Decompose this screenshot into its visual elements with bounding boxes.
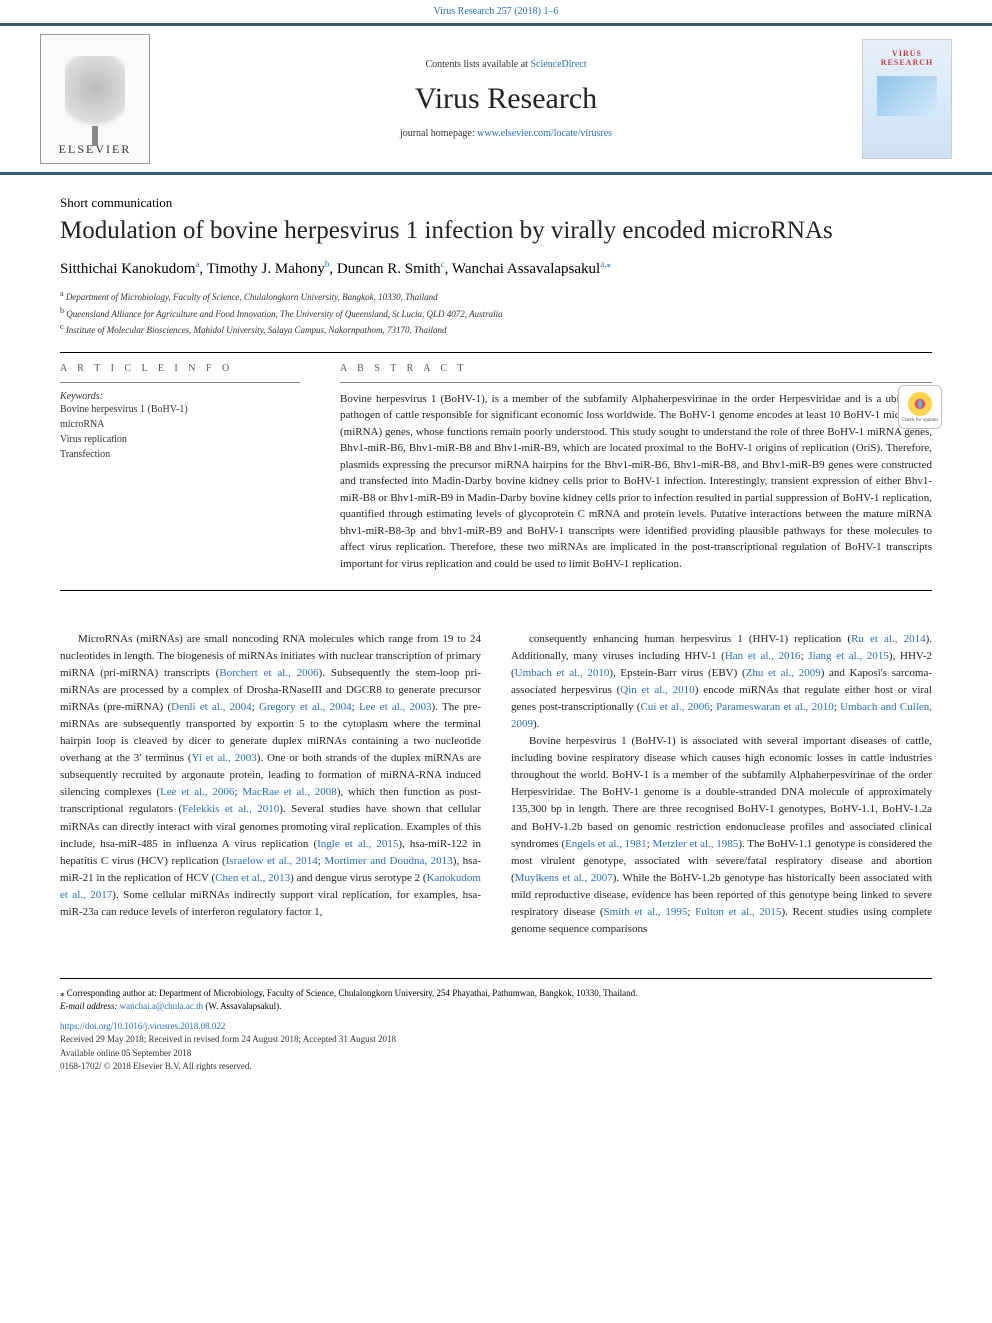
ref-link[interactable]: Lee et al., 2003 — [359, 701, 432, 713]
ref-link[interactable]: Zhu et al., 2009 — [746, 667, 821, 679]
ref-link[interactable]: Muylkens et al., 2007 — [515, 872, 613, 884]
email-link[interactable]: wanchai.a@chula.ac.th — [120, 1001, 204, 1011]
ref-link[interactable]: Qin et al., 2010 — [620, 684, 694, 696]
aff-b-sup: b — [60, 306, 64, 315]
doi-link[interactable]: https://doi.org/10.1016/j.virusres.2018.… — [60, 1021, 225, 1031]
aff-c-sup: c — [60, 322, 64, 331]
ref-link[interactable]: Denli et al., 2004 — [171, 701, 252, 713]
elsevier-tree-icon — [65, 56, 125, 136]
body-col-right: consequently enhancing human herpesvirus… — [511, 631, 932, 938]
copyright-line: 0168-1702/ © 2018 Elsevier B.V. All righ… — [60, 1060, 932, 1074]
email-label: E-mail address: — [60, 1001, 120, 1011]
abstract-text: Bovine herpesvirus 1 (BoHV-1), is a memb… — [340, 391, 932, 573]
contents-prefix: Contents lists available at — [425, 59, 530, 70]
homepage-link[interactable]: www.elsevier.com/locate/virusres — [477, 128, 612, 139]
ref-link[interactable]: Cui et al., 2006 — [640, 701, 709, 713]
article-area: Short communication Modulation of bovine… — [0, 175, 992, 1114]
cover-title-2: RESEARCH — [881, 59, 933, 68]
sciencedirect-link[interactable]: ScienceDirect — [530, 59, 586, 70]
author-2-aff[interactable]: b — [325, 259, 330, 269]
cover-art-icon — [877, 76, 937, 116]
check-updates-label: Check for updates — [902, 418, 938, 423]
email-suffix: (W. Assavalapsakul). — [203, 1001, 281, 1011]
journal-cover-thumbnail: VIRUS RESEARCH — [862, 39, 952, 159]
publisher-logo-box: ELSEVIER — [40, 34, 150, 164]
author-3: Duncan R. Smith — [337, 261, 441, 277]
ref-link[interactable]: Fulton et al., 2015 — [695, 906, 781, 918]
ref-link[interactable]: Felekkis et al., 2010 — [182, 803, 279, 815]
keyword-2: microRNA — [60, 417, 300, 432]
ref-link[interactable]: Ru et al., 2014 — [851, 633, 926, 645]
ref-link[interactable]: Lee et al., 2006 — [160, 786, 234, 798]
affiliation-c: Institute of Molecular Biosciences, Mahi… — [66, 325, 447, 335]
author-1-aff[interactable]: a — [195, 259, 199, 269]
body-col-left: MicroRNAs (miRNAs) are small noncoding R… — [60, 631, 481, 938]
abstract-col: A B S T R A C T Bovine herpesvirus 1 (Bo… — [340, 363, 932, 573]
info-sep — [60, 382, 300, 383]
affiliation-b: Queensland Alliance for Agriculture and … — [66, 309, 502, 319]
corresponding-star-icon[interactable]: ⁎ — [606, 259, 611, 269]
ref-link[interactable]: Jiang et al., 2015 — [808, 650, 889, 662]
ref-link[interactable]: Chen et al., 2013 — [215, 872, 290, 884]
keyword-4: Transfection — [60, 447, 300, 462]
keywords-head: Keywords: — [60, 391, 300, 402]
ref-link[interactable]: Gregory et al., 2004 — [259, 701, 352, 713]
ref-link[interactable]: Ingle et al., 2015 — [317, 838, 398, 850]
top-citation: Virus Research 257 (2018) 1–6 — [0, 0, 992, 23]
article-type: Short communication — [60, 195, 932, 211]
available-online: Available online 05 September 2018 — [60, 1047, 932, 1061]
body-p1: MicroRNAs (miRNAs) are small noncoding R… — [60, 631, 481, 921]
abstract-label: A B S T R A C T — [340, 363, 932, 374]
ref-link[interactable]: Israelow et al., 2014 — [226, 855, 318, 867]
abstract-sep — [340, 382, 932, 383]
body-p2: consequently enhancing human herpesvirus… — [511, 631, 932, 733]
journal-name: Virus Research — [150, 82, 862, 116]
separator-mid — [60, 590, 932, 591]
keywords-list: Bovine herpesvirus 1 (BoHV-1) microRNA V… — [60, 402, 300, 462]
info-row: A R T I C L E I N F O Keywords: Bovine h… — [60, 363, 932, 573]
ref-link[interactable]: MacRae et al., 2008 — [242, 786, 337, 798]
homepage-line: journal homepage: www.elsevier.com/locat… — [150, 128, 862, 139]
article-info-label: A R T I C L E I N F O — [60, 363, 300, 374]
received-dates: Received 29 May 2018; Received in revise… — [60, 1033, 932, 1047]
author-4: Wanchai Assavalapsakul — [452, 261, 600, 277]
ref-link[interactable]: Smith et al., 1995 — [604, 906, 688, 918]
ref-link[interactable]: Borchert et al., 2006 — [219, 667, 318, 679]
ref-link[interactable]: Parameswaran et al., 2010 — [716, 701, 834, 713]
top-citation-link[interactable]: Virus Research 257 (2018) 1–6 — [434, 6, 559, 17]
article-title: Modulation of bovine herpesvirus 1 infec… — [60, 217, 932, 245]
separator-top — [60, 352, 932, 353]
ref-link[interactable]: Engels et al., 1981 — [565, 838, 647, 850]
header-banner: ELSEVIER Contents lists available at Sci… — [0, 23, 992, 175]
ref-link[interactable]: Umbach et al., 2010 — [515, 667, 610, 679]
ref-link[interactable]: Mortimer and Doudna, 2013 — [324, 855, 452, 867]
ref-link[interactable]: Yi et al., 2003 — [192, 752, 257, 764]
keyword-1: Bovine herpesvirus 1 (BoHV-1) — [60, 402, 300, 417]
body-p3: Bovine herpesvirus 1 (BoHV-1) is associa… — [511, 733, 932, 938]
authors-line: Sitthichai Kanokudoma, Timothy J. Mahony… — [60, 259, 932, 278]
homepage-prefix: journal homepage: — [400, 128, 477, 139]
check-for-updates-badge[interactable]: Check for updates — [898, 385, 942, 429]
ref-link[interactable]: Metzler et al., 1985 — [652, 838, 738, 850]
corresponding-author: ⁎ Corresponding author at: Department of… — [60, 987, 932, 1001]
footer-area: ⁎ Corresponding author at: Department of… — [60, 978, 932, 1074]
author-2: Timothy J. Mahony — [207, 261, 325, 277]
author-3-aff[interactable]: c — [441, 259, 445, 269]
contents-line: Contents lists available at ScienceDirec… — [150, 59, 862, 70]
body-columns: MicroRNAs (miRNAs) are small noncoding R… — [60, 631, 932, 938]
affiliations: a Department of Microbiology, Faculty of… — [60, 288, 932, 338]
aff-a-sup: a — [60, 289, 64, 298]
crossmark-icon — [908, 392, 932, 416]
ref-link[interactable]: Han et al., 2016 — [725, 650, 801, 662]
affiliation-a: Department of Microbiology, Faculty of S… — [66, 292, 438, 302]
keyword-3: Virus replication — [60, 432, 300, 447]
article-info-col: A R T I C L E I N F O Keywords: Bovine h… — [60, 363, 300, 573]
journal-center: Contents lists available at ScienceDirec… — [150, 59, 862, 139]
author-1: Sitthichai Kanokudom — [60, 261, 195, 277]
